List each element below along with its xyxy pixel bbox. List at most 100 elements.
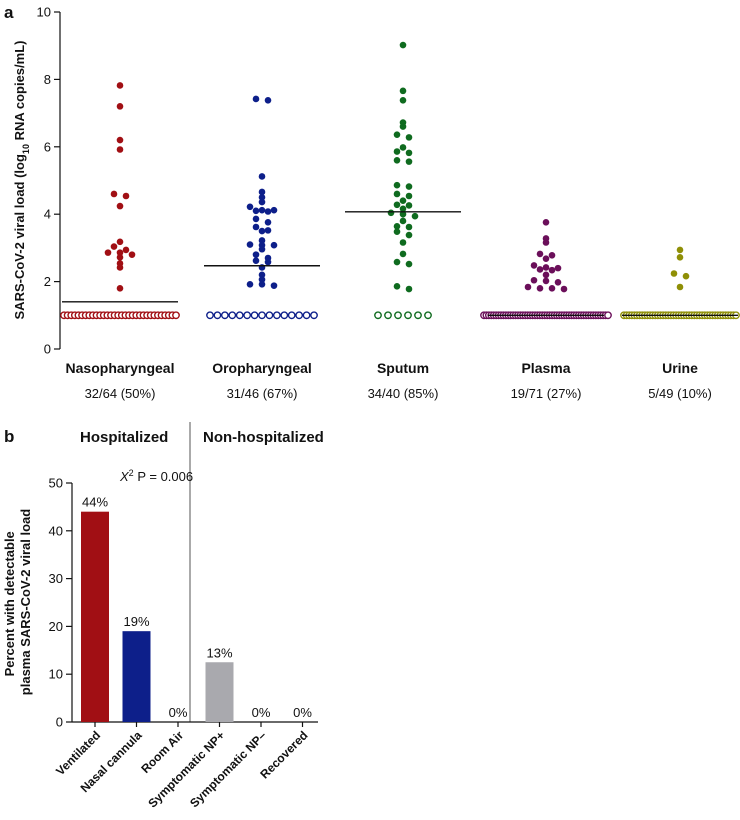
detected-point	[252, 257, 260, 265]
panel-b-y-tick-label: 30	[49, 571, 63, 586]
detected-point	[258, 271, 266, 279]
detected-point	[676, 246, 684, 254]
undetected-point	[310, 311, 318, 320]
undetected-point	[604, 311, 612, 320]
detected-point	[116, 82, 124, 89]
group-sputum: Sputum 34/40 (85%)	[345, 41, 461, 401]
undetected-point	[424, 311, 432, 320]
detected-point	[548, 266, 556, 274]
panel-b-y-tick-label: 40	[49, 523, 63, 538]
group-name-label: Oropharyngeal	[212, 360, 312, 376]
detected-point	[530, 262, 538, 269]
bar	[81, 511, 109, 722]
category-label: Symptomatic NP–	[187, 728, 269, 810]
detected-point	[246, 241, 254, 248]
undetected-point	[228, 311, 237, 320]
bar	[122, 631, 151, 722]
detected-point	[399, 239, 407, 246]
panel-b-y-tick-label: 0	[56, 715, 63, 730]
detected-point	[542, 277, 550, 285]
detected-point	[258, 206, 266, 214]
undetected-point	[287, 311, 296, 320]
group-summary-label: 31/46 (67%)	[227, 386, 298, 401]
detected-point	[116, 202, 124, 210]
detected-point	[258, 280, 266, 288]
undetected-point	[258, 311, 266, 320]
detected-point	[393, 181, 401, 189]
undetected-point	[206, 311, 214, 320]
detected-point	[676, 283, 684, 291]
detected-point	[399, 250, 407, 258]
detected-point	[264, 258, 272, 266]
group-plasma: Plasma 19/71 (27%)	[480, 218, 612, 401]
detected-point	[116, 238, 124, 246]
panel-a-y-axis-title: SARS-CoV-2 viral load (log10 RNA copies/…	[12, 41, 31, 320]
detected-point	[116, 146, 124, 153]
detected-point	[393, 223, 401, 230]
detected-point	[393, 201, 401, 209]
detected-point	[252, 251, 260, 258]
detected-point	[264, 227, 272, 234]
group-urine: Urine 5/49 (10%)	[620, 246, 740, 401]
detected-point	[128, 251, 136, 258]
detected-point	[399, 210, 407, 218]
detected-point	[405, 134, 413, 141]
undetected-point	[220, 311, 229, 320]
group-summary-label: 5/49 (10%)	[648, 386, 712, 401]
panel-b-y-axis-title: Percent with detectable plasma SARS-CoV-…	[2, 509, 33, 695]
detected-point	[393, 228, 401, 236]
detected-point	[405, 260, 413, 268]
bar-value-label: 0%	[252, 705, 271, 720]
detected-point	[399, 197, 407, 205]
hospitalized-title: Hospitalized	[80, 429, 168, 446]
undetected-point	[243, 311, 252, 320]
detected-point	[405, 149, 413, 157]
panel-b-label: b	[4, 427, 14, 446]
undetected-point	[414, 311, 422, 320]
detected-point	[676, 254, 684, 261]
detected-point	[116, 103, 124, 110]
panel-a-y-tick-label: 0	[44, 342, 51, 357]
detected-point	[252, 223, 260, 231]
detected-point	[554, 278, 562, 286]
category-label: Symptomatic NP+	[145, 728, 227, 810]
detected-point	[411, 212, 419, 220]
detected-point	[554, 264, 562, 272]
detected-point	[252, 215, 260, 223]
detected-point	[542, 218, 550, 226]
detected-point	[270, 241, 278, 249]
detected-point	[246, 203, 254, 211]
undetected-point	[213, 311, 222, 320]
group-name-label: Urine	[662, 360, 698, 376]
detected-point	[405, 231, 413, 239]
detected-point	[682, 272, 690, 280]
bar-value-label: 13%	[206, 645, 232, 660]
detected-point	[399, 205, 407, 213]
detected-point	[116, 264, 124, 271]
group-summary-label: 32/64 (50%)	[85, 386, 156, 401]
detected-point	[536, 266, 544, 273]
undetected-point	[394, 311, 402, 320]
detected-point	[399, 123, 407, 130]
detected-point	[258, 194, 266, 201]
detected-point	[393, 156, 401, 164]
panel-a-y-axis: 0 2 4 6 8 10	[37, 5, 61, 357]
bar-value-label: 19%	[123, 614, 149, 629]
undetected-point	[172, 311, 180, 320]
detected-point	[110, 190, 118, 198]
panel-b-y-axis: 0 10 20 30 40 50	[49, 476, 318, 730]
detected-point	[399, 144, 407, 151]
detected-point	[387, 209, 395, 217]
bar-value-label: 0%	[169, 705, 188, 720]
detected-point	[536, 250, 544, 258]
panel-a-y-tick-label: 6	[44, 139, 51, 154]
panel-b-y-tick-label: 10	[49, 667, 63, 682]
undetected-point	[265, 311, 274, 320]
detected-point	[399, 96, 407, 104]
detected-point	[122, 246, 130, 254]
group-name-label: Nasopharyngeal	[66, 360, 175, 376]
detected-point	[258, 188, 266, 196]
detected-point	[670, 270, 678, 277]
detected-point	[258, 276, 266, 283]
detected-point	[405, 183, 413, 190]
